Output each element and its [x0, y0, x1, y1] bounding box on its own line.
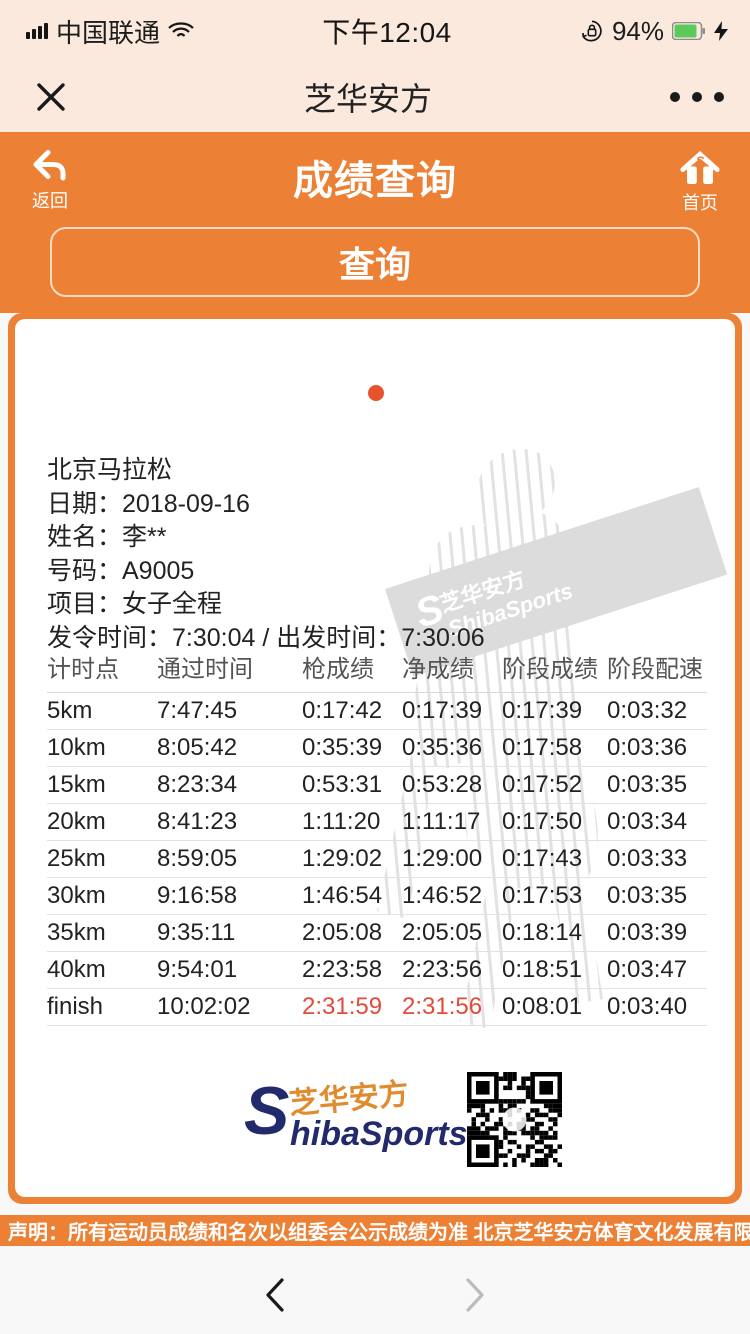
svg-text:hibaSports: hibaSports [290, 1115, 468, 1153]
svg-text:S: S [244, 1073, 289, 1149]
